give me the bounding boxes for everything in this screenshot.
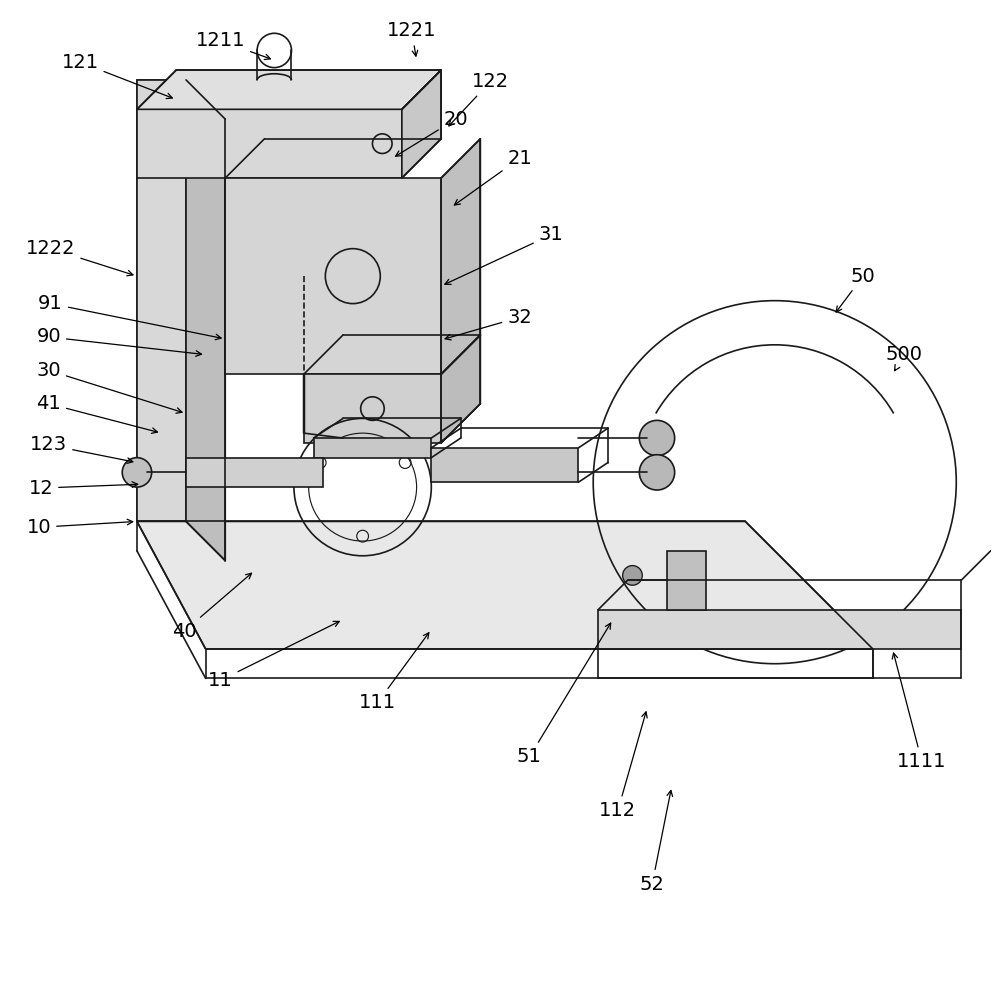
Text: 40: 40 <box>172 574 252 641</box>
Circle shape <box>623 566 642 585</box>
Text: 1221: 1221 <box>387 22 436 56</box>
Polygon shape <box>667 551 706 610</box>
Text: 52: 52 <box>640 790 673 894</box>
Text: 12: 12 <box>28 478 138 498</box>
Text: 30: 30 <box>36 361 182 413</box>
Text: 1211: 1211 <box>196 31 270 60</box>
Text: 50: 50 <box>836 267 875 312</box>
Polygon shape <box>314 438 431 458</box>
Circle shape <box>122 458 152 487</box>
Text: 112: 112 <box>599 711 647 821</box>
Text: 1222: 1222 <box>26 239 133 276</box>
Text: 122: 122 <box>449 73 509 126</box>
Polygon shape <box>304 374 441 443</box>
Text: 500: 500 <box>886 345 923 371</box>
Text: 21: 21 <box>454 149 532 205</box>
Text: 20: 20 <box>396 109 468 156</box>
Text: 121: 121 <box>61 53 172 98</box>
Text: 32: 32 <box>445 308 532 339</box>
Polygon shape <box>137 522 873 649</box>
Text: 1111: 1111 <box>892 653 947 771</box>
Text: 90: 90 <box>36 328 201 356</box>
Polygon shape <box>225 178 441 374</box>
Polygon shape <box>598 610 961 649</box>
Text: 111: 111 <box>359 633 429 712</box>
Circle shape <box>639 420 675 456</box>
Text: 51: 51 <box>517 623 611 767</box>
Text: 41: 41 <box>36 395 157 433</box>
Text: 123: 123 <box>30 435 133 463</box>
Polygon shape <box>186 80 225 561</box>
Circle shape <box>639 455 675 490</box>
Text: 10: 10 <box>27 518 133 537</box>
Polygon shape <box>441 139 480 374</box>
Polygon shape <box>402 70 441 178</box>
Polygon shape <box>431 448 578 482</box>
Text: 31: 31 <box>445 225 563 284</box>
Polygon shape <box>137 80 186 522</box>
Polygon shape <box>137 109 402 178</box>
Text: 91: 91 <box>38 294 221 339</box>
Text: 11: 11 <box>208 621 339 690</box>
Polygon shape <box>137 70 441 109</box>
Polygon shape <box>186 458 323 487</box>
Polygon shape <box>441 335 480 443</box>
Polygon shape <box>137 80 186 522</box>
